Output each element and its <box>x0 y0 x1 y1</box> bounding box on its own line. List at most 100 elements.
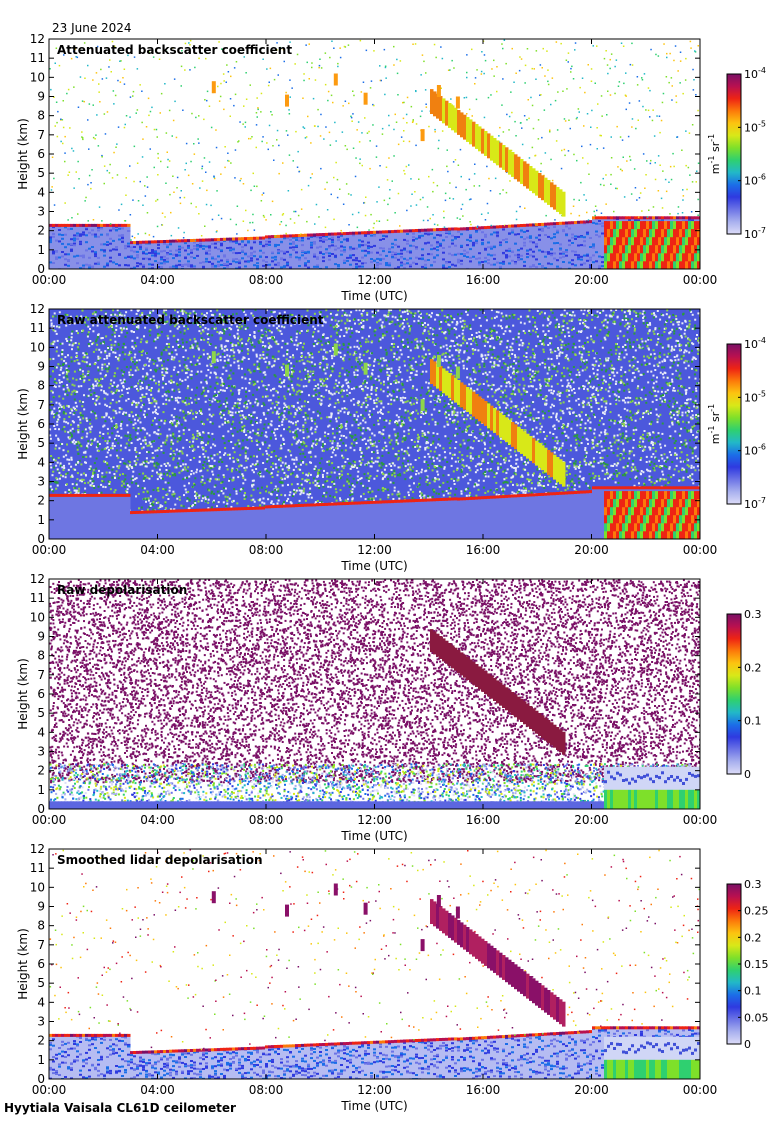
y-tick-label: 6 <box>37 147 45 161</box>
x-tick-label: 00:00 <box>683 273 718 287</box>
x-tick-label: 12:00 <box>357 813 392 827</box>
y-tick-label: 11 <box>30 591 45 605</box>
y-tick-label: 8 <box>37 379 45 393</box>
colorbar-tick-label: 10-4 <box>744 336 766 351</box>
y-tick-label: 2 <box>37 1034 45 1048</box>
heatmap-field <box>49 849 701 1081</box>
y-tick-label: 5 <box>37 166 45 180</box>
y-tick-label: 3 <box>37 745 45 759</box>
panel-title: Smoothed lidar depolarisation <box>57 853 263 867</box>
y-tick-label: 2 <box>37 764 45 778</box>
y-tick-label: 3 <box>37 205 45 219</box>
y-tick-label: 8 <box>37 919 45 933</box>
colorbar-tick-label: 0.15 <box>744 958 769 971</box>
date-label: 23 June 2024 <box>52 21 132 35</box>
x-tick-label: 12:00 <box>357 1083 392 1097</box>
y-tick-label: 6 <box>37 687 45 701</box>
x-axis-label: Time (UTC) <box>340 289 407 303</box>
y-tick-label: 3 <box>37 1015 45 1029</box>
heatmap-field <box>49 579 702 811</box>
y-tick-label: 1 <box>37 243 45 257</box>
x-tick-label: 08:00 <box>249 543 284 557</box>
y-tick-label: 1 <box>37 513 45 527</box>
colorbar-tick-label: 10-5 <box>744 389 766 404</box>
colorbar: 10-710-610-510-4m-1 sr-1 <box>707 66 766 241</box>
y-tick-label: 4 <box>37 455 45 469</box>
colorbar: 0 0.1 0.2 0.3 <box>727 608 762 781</box>
y-tick-label: 4 <box>37 725 45 739</box>
colorbar-tick-label: 10-7 <box>744 226 766 241</box>
y-tick-label: 5 <box>37 976 45 990</box>
x-tick-label: 04:00 <box>140 543 175 557</box>
y-tick-label: 9 <box>37 630 45 644</box>
x-tick-label: 16:00 <box>466 273 501 287</box>
y-tick-label: 2 <box>37 224 45 238</box>
panel-title: Raw attenuated backscatter coefficient <box>57 313 324 327</box>
x-tick-label: 20:00 <box>574 813 609 827</box>
x-tick-label: 16:00 <box>466 813 501 827</box>
y-tick-label: 7 <box>37 668 45 682</box>
y-tick-label: 10 <box>30 340 45 354</box>
colorbar-tick-label: 10-7 <box>744 496 766 511</box>
y-tick-label: 11 <box>30 321 45 335</box>
x-tick-label: 08:00 <box>249 273 284 287</box>
y-tick-label: 12 <box>30 302 45 316</box>
x-tick-label: 12:00 <box>357 543 392 557</box>
x-tick-label: 00:00 <box>32 1083 67 1097</box>
heatmap-field <box>49 309 702 541</box>
x-tick-label: 00:00 <box>683 813 718 827</box>
x-axis-label: Time (UTC) <box>340 829 407 843</box>
y-tick-label: 6 <box>37 957 45 971</box>
y-tick-label: 3 <box>37 475 45 489</box>
colorbar-tick-label: 0.2 <box>744 661 762 674</box>
colorbar-tick-label: 10-6 <box>744 173 766 188</box>
colorbar-tick-label: 0 <box>744 768 751 781</box>
colorbar: 10-7 10-6 10-5 10-4 m-1 sr-1 <box>707 336 766 511</box>
y-tick-label: 10 <box>30 610 45 624</box>
y-tick-label: 12 <box>30 842 45 856</box>
y-tick-label: 10 <box>30 70 45 84</box>
x-tick-label: 20:00 <box>574 1083 609 1097</box>
y-tick-label: 7 <box>37 128 45 142</box>
colorbar-tick-label: 10-6 <box>744 443 766 458</box>
y-tick-label: 12 <box>30 572 45 586</box>
colorbar-tick-label: 0 <box>744 1038 751 1051</box>
y-tick-label: 8 <box>37 109 45 123</box>
y-tick-label: 11 <box>30 861 45 875</box>
x-tick-label: 16:00 <box>466 543 501 557</box>
colorbar-tick-label: 0.3 <box>744 608 762 621</box>
colorbar-gradient <box>727 344 741 504</box>
colorbar-gradient <box>727 74 741 234</box>
y-tick-label: 1 <box>37 1053 45 1067</box>
y-tick-label: 8 <box>37 649 45 663</box>
y-tick-label: 5 <box>37 436 45 450</box>
y-axis-label: Height (km) <box>16 388 30 459</box>
x-tick-label: 00:00 <box>683 543 718 557</box>
colorbar-tick-label: 0.2 <box>744 931 762 944</box>
colorbar-tick-label: 10-4 <box>744 66 766 81</box>
x-tick-label: 20:00 <box>574 543 609 557</box>
x-tick-label: 04:00 <box>140 813 175 827</box>
x-tick-label: 04:00 <box>140 1083 175 1097</box>
y-tick-label: 7 <box>37 398 45 412</box>
y-tick-label: 7 <box>37 938 45 952</box>
colorbar-unit-label: m-1 sr-1 <box>707 404 722 444</box>
y-tick-label: 5 <box>37 706 45 720</box>
panel-title: Attenuated backscatter coefficient <box>57 43 292 57</box>
x-tick-label: 12:00 <box>357 273 392 287</box>
heatmap-field <box>49 40 701 272</box>
x-tick-label: 04:00 <box>140 273 175 287</box>
instrument-footer: Hyytiala Vaisala CL61D ceilometer <box>4 1101 236 1115</box>
x-tick-label: 08:00 <box>249 813 284 827</box>
y-tick-label: 1 <box>37 783 45 797</box>
y-tick-label: 6 <box>37 417 45 431</box>
colorbar-tick-label: 0.1 <box>744 715 762 728</box>
colorbar: 00.050.10.150.20.250.3 <box>727 878 769 1051</box>
y-tick-label: 4 <box>37 185 45 199</box>
colorbar-tick-label: 0.3 <box>744 878 762 891</box>
